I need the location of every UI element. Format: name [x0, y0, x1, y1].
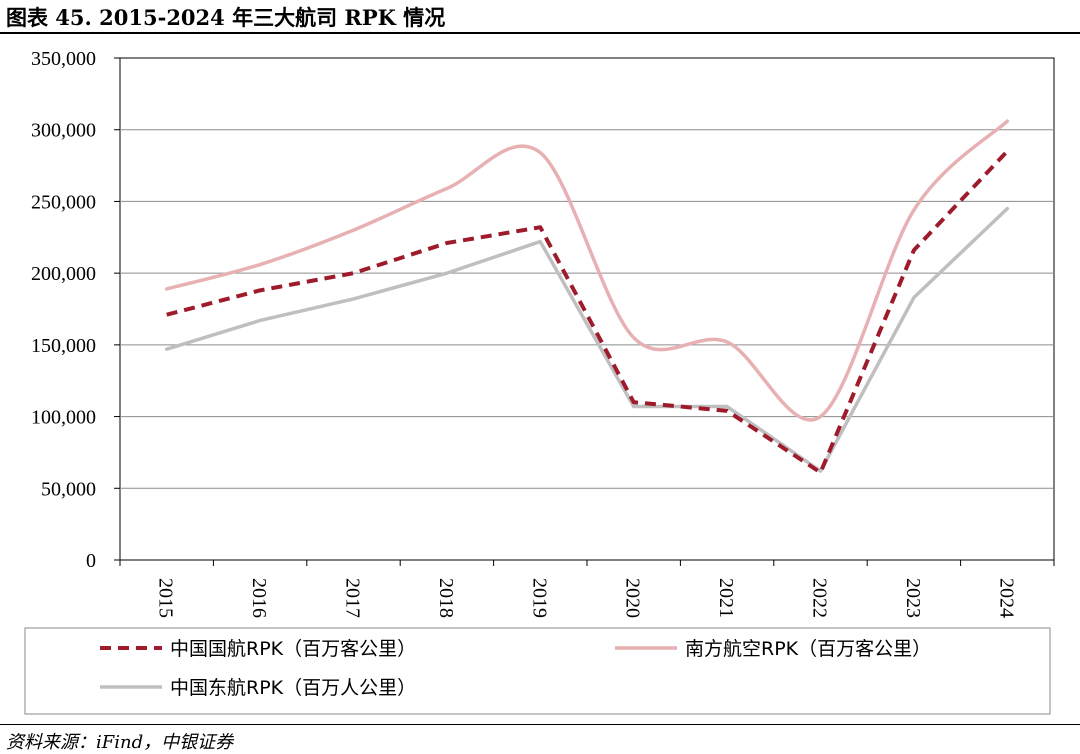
- x-tick-label: 2020: [622, 578, 644, 618]
- y-tick-label: 0: [86, 550, 96, 572]
- series-line-2: [167, 209, 1008, 471]
- y-tick-label: 300,000: [31, 120, 96, 142]
- x-tick-label: 2021: [715, 578, 737, 618]
- y-tick-label: 100,000: [31, 407, 96, 429]
- y-tick-label: 150,000: [31, 335, 96, 357]
- x-tick-label: 2016: [248, 578, 270, 618]
- y-tick-label: 200,000: [31, 263, 96, 285]
- legend: 中国国航RPK（百万客公里） 南方航空RPK（百万客公里） 中国东航RPK（百万人公…: [25, 628, 1050, 714]
- y-axis-ticks: 0 50,000 100,000 150,000 200,000 250,000 300,0…: [31, 48, 120, 572]
- series-lines: [167, 121, 1008, 473]
- series-line-1: [167, 121, 1008, 420]
- x-tick-label: 2018: [435, 578, 457, 618]
- x-tick-label: 2022: [809, 578, 831, 618]
- legend-label-1: 南方航空RPK（百万客公里）: [685, 638, 931, 660]
- x-tick-label: 2023: [902, 578, 924, 618]
- gridlines: [120, 130, 1054, 489]
- x-tick-label: 2024: [995, 578, 1017, 618]
- legend-label-0: 中国国航RPK（百万客公里）: [170, 638, 416, 660]
- x-tick-label: 2015: [155, 578, 177, 618]
- y-tick-label: 350,000: [31, 48, 96, 70]
- y-tick-label: 250,000: [31, 191, 96, 213]
- legend-label-2: 中国东航RPK（百万人公里）: [170, 677, 416, 699]
- x-tick-label: 2017: [342, 578, 364, 618]
- x-axis-ticks: 2015 2016 2017 2018 2019 2020 2021 2022 2023 2024: [120, 560, 1054, 618]
- y-tick-label: 50,000: [41, 478, 96, 500]
- source-note: 资料来源：iFind，中银证券: [6, 728, 233, 754]
- source-rule: [0, 724, 1080, 725]
- x-tick-label: 2019: [528, 578, 550, 618]
- plot-frame: [120, 58, 1054, 560]
